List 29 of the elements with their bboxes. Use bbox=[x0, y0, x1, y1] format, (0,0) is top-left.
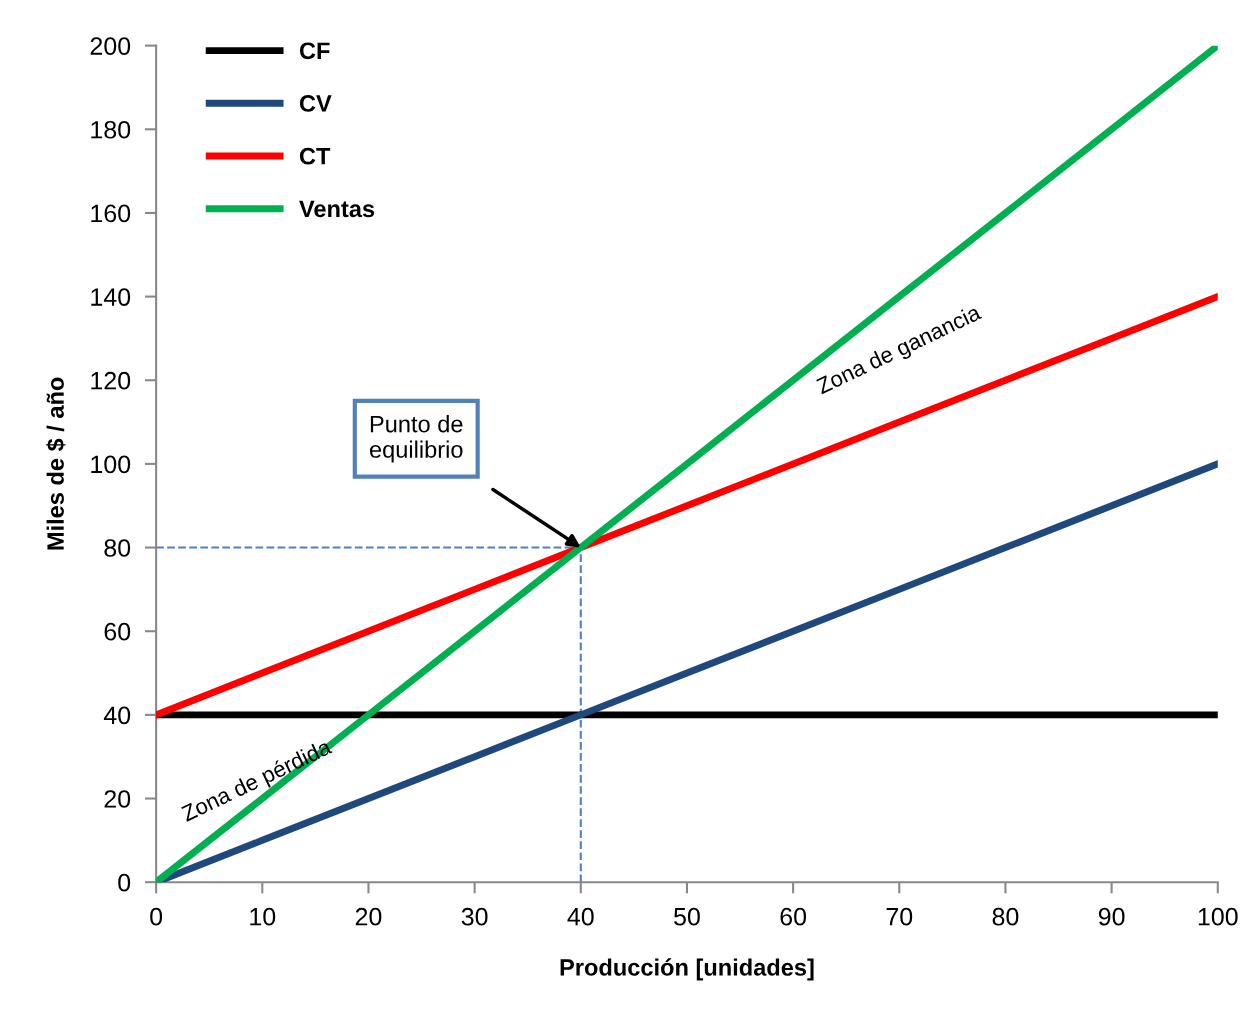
legend-label: Ventas bbox=[299, 200, 375, 218]
y-tick-label: 100 bbox=[91, 455, 131, 474]
x-tick-label: 30 bbox=[461, 907, 488, 926]
x-tick-label: 60 bbox=[780, 907, 807, 926]
x-tick-label: 10 bbox=[250, 907, 276, 926]
y-tick-label: 140 bbox=[91, 288, 131, 306]
annotation: Punto de equilibrio bbox=[369, 415, 463, 463]
y-tick-label: 180 bbox=[91, 120, 131, 139]
x-tick-label: 50 bbox=[674, 907, 700, 926]
y-tick-label: 200 bbox=[90, 37, 131, 55]
x-tick-label: 100 bbox=[1198, 907, 1238, 926]
legend-label: CV bbox=[299, 95, 332, 112]
y-tick-label: 80 bbox=[104, 539, 131, 557]
legend-label: CF bbox=[299, 42, 330, 60]
y-tick-label: 160 bbox=[91, 204, 131, 223]
x-tick-label: 80 bbox=[992, 907, 1019, 926]
y-tick-label: 60 bbox=[104, 622, 131, 641]
x-tick-label: 0 bbox=[150, 907, 163, 926]
x-tick-label: 90 bbox=[1098, 907, 1125, 926]
x-tick-label: 70 bbox=[886, 907, 913, 926]
y-tick-label: 20 bbox=[104, 790, 131, 808]
y-tick-label: 40 bbox=[103, 706, 131, 725]
y-tick-label: 0 bbox=[118, 873, 131, 892]
y-tick-label: 120 bbox=[91, 371, 131, 390]
y-axis-title: Miles de $ / año bbox=[46, 377, 66, 550]
x-axis-title: Producción [unidades] bbox=[560, 958, 814, 981]
x-tick-label: 40 bbox=[567, 907, 594, 926]
legend-label: CT bbox=[299, 147, 331, 165]
x-tick-label: 20 bbox=[355, 907, 382, 926]
